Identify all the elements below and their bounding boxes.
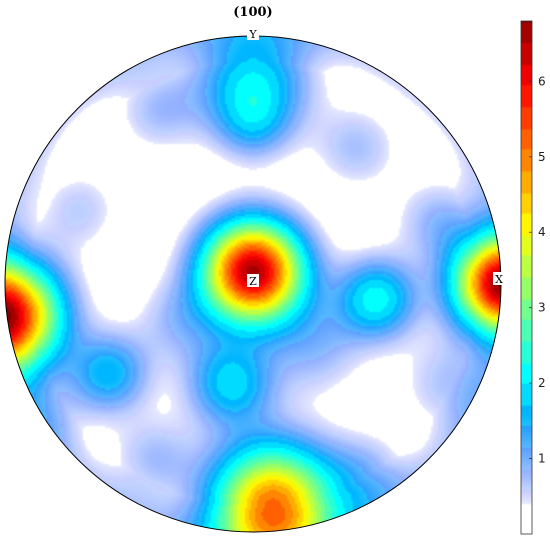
colorbar-tick-label: 4 xyxy=(538,225,546,239)
colorbar-frame xyxy=(520,20,533,535)
axis-label-top: Y xyxy=(247,27,259,41)
axis-label-y: Y xyxy=(248,28,257,41)
colorbar-tick-label: 1 xyxy=(538,452,546,466)
axis-label-right: X xyxy=(493,272,505,286)
colorbar-tick-label: 2 xyxy=(538,376,546,390)
chart-title: (100) xyxy=(233,5,272,20)
colorbar-tick-label: 3 xyxy=(538,301,546,315)
colorbar-gradient xyxy=(521,21,532,534)
colorbar-ticks: 1 2 3 4 5 6 xyxy=(529,74,546,466)
colorbar-tick-label: 5 xyxy=(538,150,546,164)
axis-label-z: Z xyxy=(249,275,257,288)
axis-label-center: Z xyxy=(247,274,259,288)
colorbar: 1 2 3 4 5 6 xyxy=(520,20,546,535)
colorbar-tick-label: 6 xyxy=(538,74,546,88)
axis-label-x: X xyxy=(495,273,503,286)
